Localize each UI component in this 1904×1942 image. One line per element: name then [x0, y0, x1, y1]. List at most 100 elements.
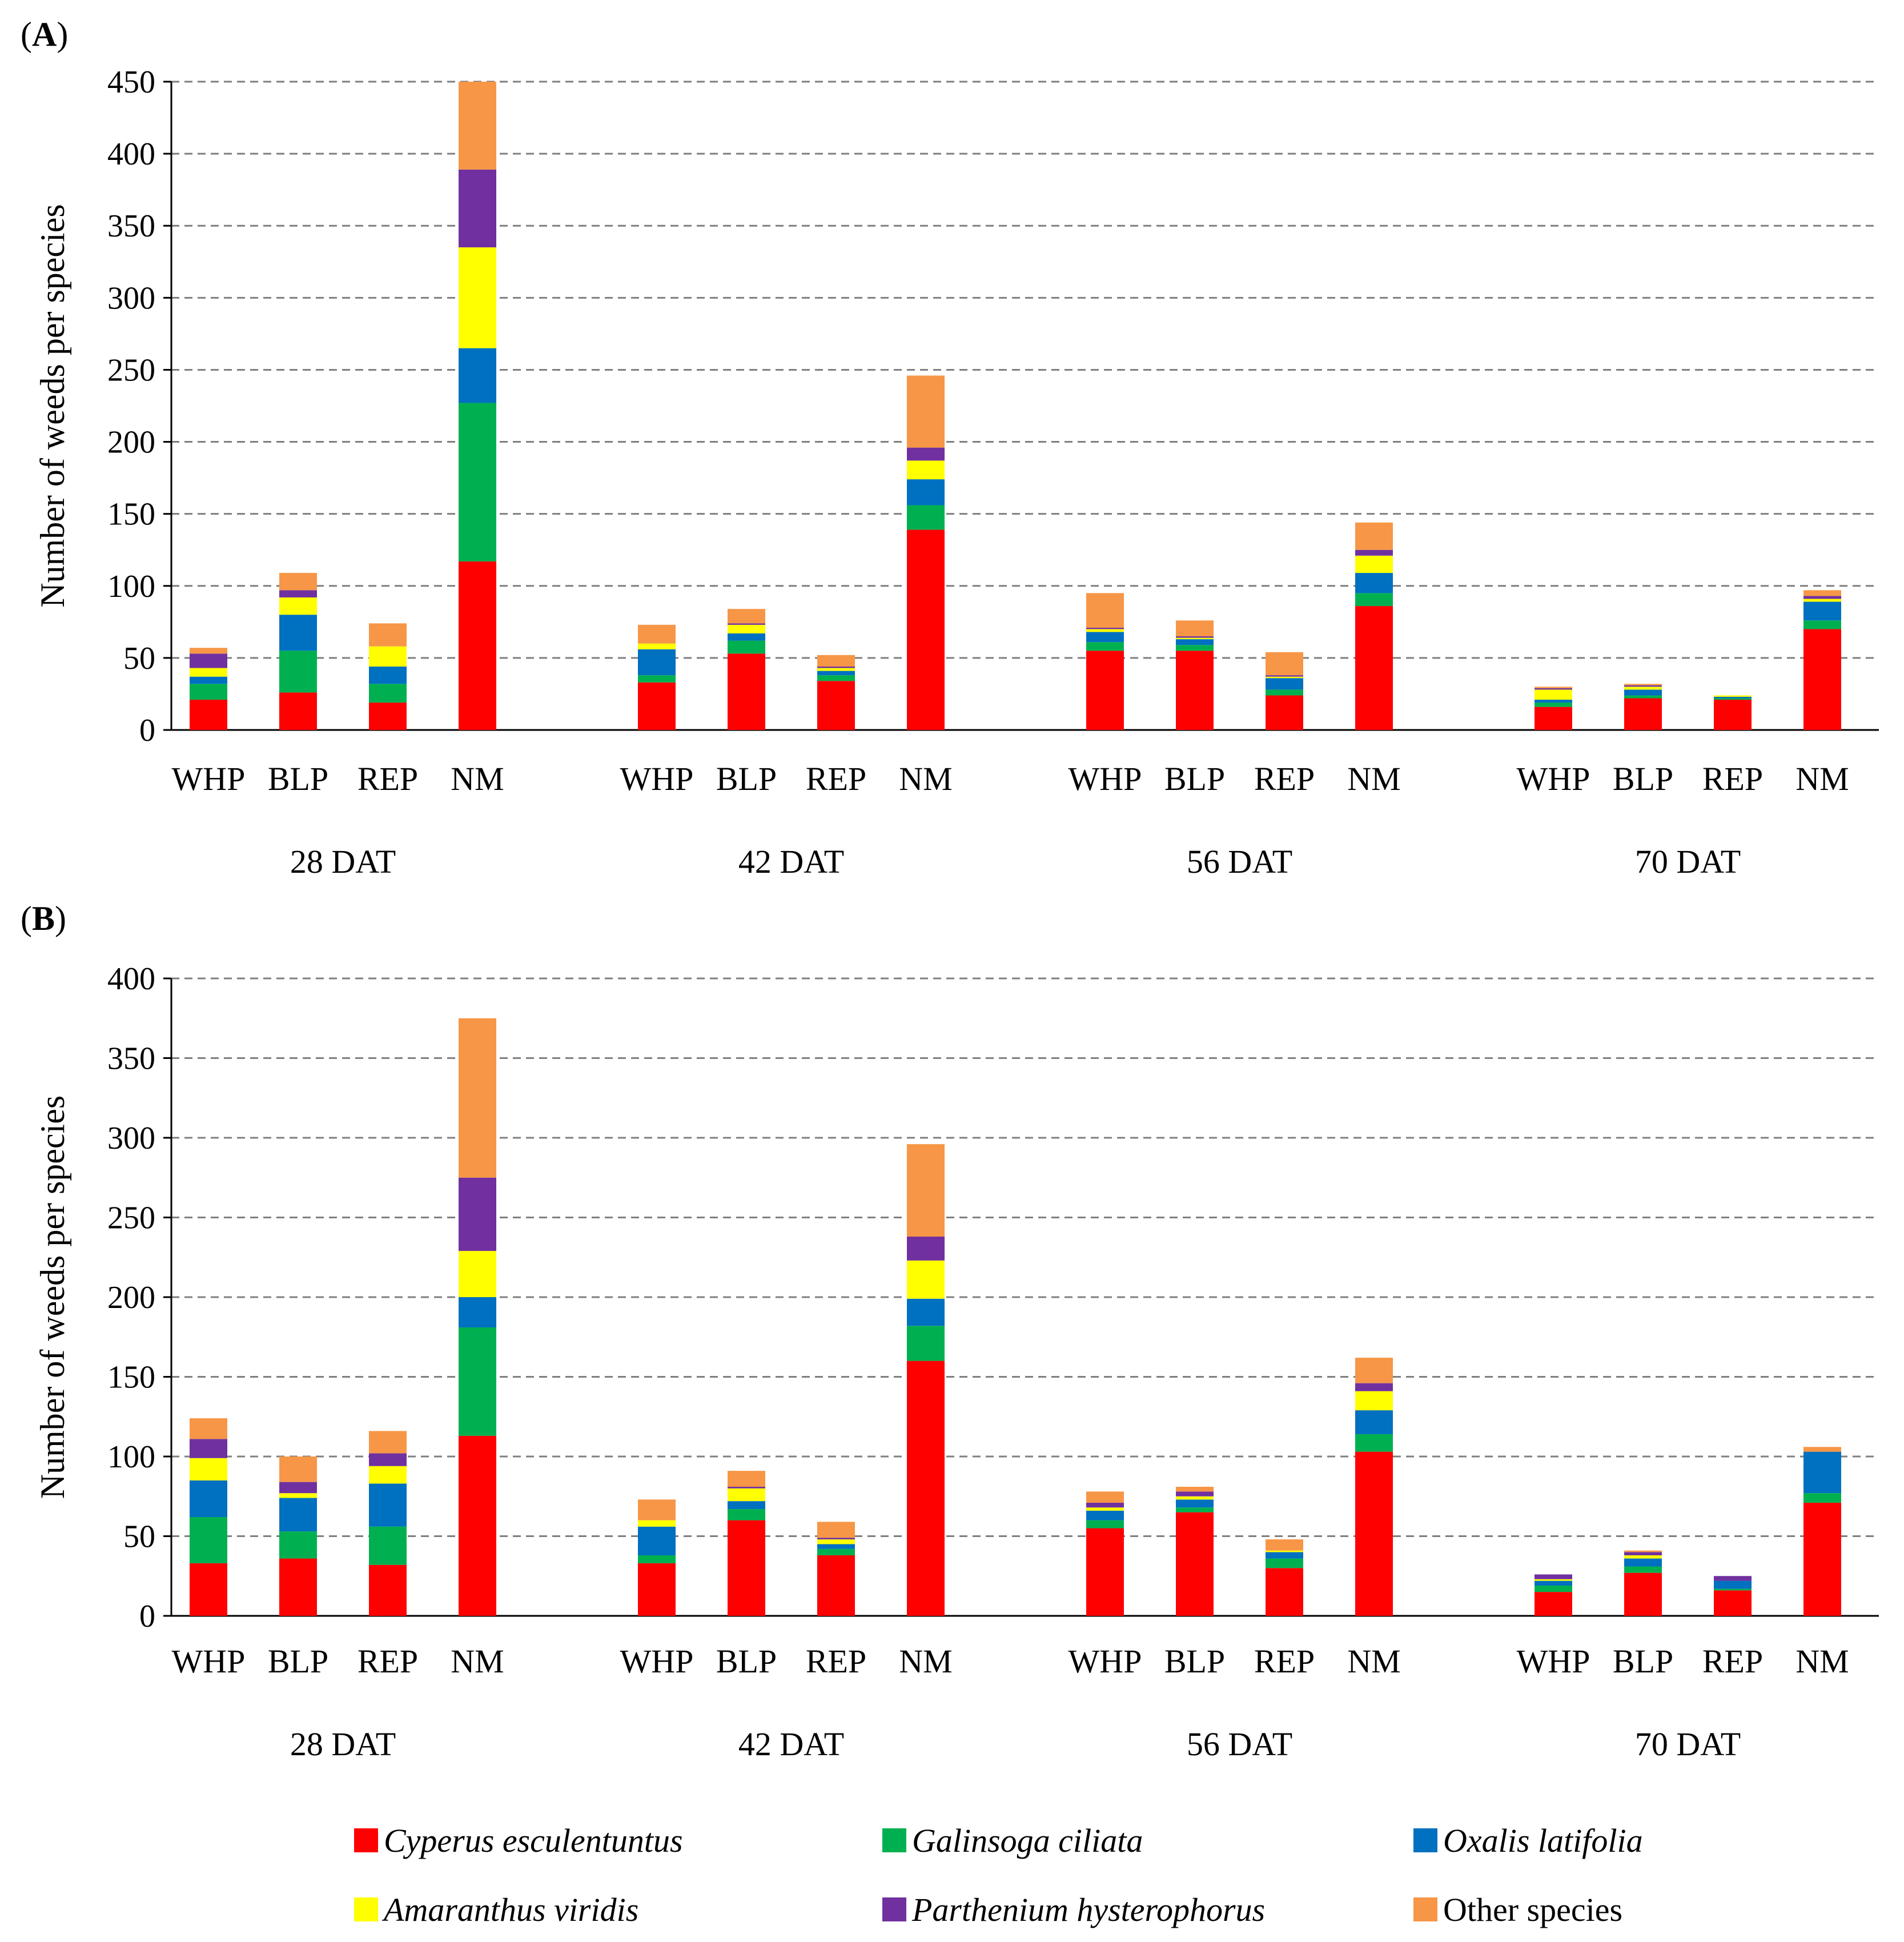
bar-segment-56dat-whp-s2 [1086, 1520, 1124, 1528]
bar-segment-28dat-whp-s5 [190, 1439, 227, 1458]
bar-segment-42dat-rep-s2 [817, 675, 855, 681]
bar-segment-70dat-nm-s1 [1803, 629, 1841, 730]
bar-segment-28dat-whp-s5 [190, 653, 227, 668]
x-category-label: REP [1702, 760, 1763, 797]
bar-segment-70dat-whp-s2 [1535, 703, 1572, 707]
legend-label: Other species [1443, 1891, 1622, 1928]
bar-segment-70dat-whp-s1 [1535, 1592, 1572, 1616]
bar-segment-42dat-whp-s1 [638, 682, 676, 730]
bar-segment-28dat-blp-s4 [279, 597, 317, 615]
x-category-label: REP [806, 1643, 866, 1680]
bar-segment-70dat-nm-s3 [1803, 1451, 1841, 1494]
bar-segment-42dat-whp-s3 [638, 649, 676, 676]
y-tick-label: 250 [107, 352, 155, 388]
y-tick-label: 50 [123, 1519, 155, 1555]
bar-segment-70dat-whp-s3 [1535, 1580, 1572, 1586]
y-tick-label: 300 [107, 1121, 155, 1156]
bar-segment-28dat-nm-s1 [459, 1435, 496, 1616]
bar-segment-70dat-blp-s2 [1624, 1566, 1662, 1573]
bar-segment-42dat-nm-s4 [907, 1260, 945, 1299]
bar-segment-42dat-rep-s4 [817, 1539, 855, 1544]
bar-segment-70dat-blp-s2 [1624, 695, 1662, 699]
bar-segment-56dat-blp-s4 [1176, 1496, 1214, 1500]
bar-segment-28dat-nm-s1 [459, 561, 496, 730]
bar-segment-28dat-rep-s2 [369, 1526, 407, 1565]
y-axis-label: Number of weeds per species [34, 204, 71, 607]
bar-segment-56dat-whp-s4 [1086, 1507, 1124, 1511]
bar-segment-28dat-blp-s3 [279, 1498, 317, 1532]
x-category-label: NM [451, 760, 504, 797]
x-category-label: WHP [620, 760, 694, 797]
y-tick-label: 0 [139, 1599, 155, 1634]
bar-segment-70dat-nm-s2 [1803, 1493, 1841, 1503]
y-tick-label: 0 [139, 713, 155, 748]
bar-segment-70dat-rep-s3 [1714, 696, 1752, 699]
x-category-label: NM [1795, 1643, 1849, 1680]
y-tick-label: 450 [107, 65, 155, 100]
bar-segment-56dat-blp-s3 [1176, 639, 1214, 645]
legend-swatch [1413, 1828, 1437, 1852]
bar-segment-70dat-rep-s4 [1714, 695, 1752, 697]
y-tick-label: 350 [107, 1041, 155, 1077]
x-category-label: BLP [1613, 760, 1673, 797]
bar-segment-42dat-nm-s2 [907, 1326, 945, 1361]
bar-segment-42dat-rep-s2 [817, 1548, 855, 1555]
bar-segment-28dat-whp-s6 [190, 1418, 227, 1439]
bar-segment-42dat-nm-s1 [907, 529, 945, 730]
bar-segment-70dat-rep-s5 [1714, 1576, 1752, 1581]
bar-segment-56dat-rep-s4 [1266, 1550, 1303, 1552]
bar-segment-70dat-nm-s4 [1803, 599, 1841, 602]
bar-segment-56dat-nm-s5 [1355, 1383, 1393, 1391]
bar-segment-28dat-nm-s4 [459, 247, 496, 348]
bar-segment-70dat-nm-s3 [1803, 601, 1841, 621]
x-category-label: BLP [1613, 1643, 1673, 1680]
bar-segment-70dat-whp-s1 [1535, 707, 1572, 730]
bar-segment-56dat-nm-s3 [1355, 1410, 1393, 1434]
bar-segment-56dat-rep-s1 [1266, 695, 1303, 730]
x-category-label: BLP [716, 1643, 777, 1680]
bar-segment-28dat-nm-s2 [459, 1327, 496, 1436]
bar-segment-28dat-rep-s2 [369, 684, 407, 703]
bar-segment-28dat-rep-s3 [369, 667, 407, 684]
bar-segment-28dat-nm-s5 [459, 169, 496, 248]
bar-segment-28dat-whp-s4 [190, 668, 227, 677]
bar-segment-56dat-nm-s5 [1355, 549, 1393, 556]
bar-segment-42dat-nm-s2 [907, 505, 945, 530]
bar-segment-56dat-blp-s5 [1176, 1491, 1214, 1496]
bar-segment-56dat-blp-s2 [1176, 645, 1214, 651]
bar-segment-70dat-whp-s6 [1535, 687, 1572, 688]
bar-segment-28dat-rep-s1 [369, 1564, 407, 1616]
bar-segment-28dat-whp-s1 [190, 700, 227, 730]
x-category-label: REP [1702, 1643, 1763, 1680]
bar-segment-28dat-rep-s4 [369, 646, 407, 667]
x-group-label: 42 DAT [738, 1726, 844, 1763]
bar-segment-56dat-rep-s6 [1266, 652, 1303, 676]
legend-swatch [354, 1828, 378, 1852]
bar-segment-42dat-whp-s4 [638, 643, 676, 649]
bar-segment-56dat-rep-s5 [1266, 675, 1303, 677]
x-category-label: WHP [1517, 1643, 1590, 1680]
bar-segment-70dat-whp-s4 [1535, 689, 1572, 700]
bar-segment-56dat-rep-s2 [1266, 689, 1303, 696]
bar-segment-42dat-whp-s2 [638, 675, 676, 683]
bar-segment-56dat-blp-s6 [1176, 620, 1214, 637]
y-tick-label: 250 [107, 1201, 155, 1236]
bar-segment-28dat-nm-s5 [459, 1177, 496, 1251]
bar-segment-28dat-nm-s6 [459, 1018, 496, 1178]
bar-segment-42dat-blp-s6 [728, 609, 765, 624]
bar-segment-28dat-rep-s4 [369, 1466, 407, 1484]
bar-segment-70dat-nm-s5 [1803, 596, 1841, 599]
bar-segment-56dat-rep-s2 [1266, 1558, 1303, 1568]
bar-segment-42dat-nm-s6 [907, 1144, 945, 1237]
bar-segment-56dat-rep-s3 [1266, 678, 1303, 690]
bar-segment-42dat-whp-s6 [638, 1499, 676, 1520]
bar-segment-42dat-rep-s6 [817, 655, 855, 667]
bar-segment-28dat-blp-s6 [279, 573, 317, 591]
bar-segment-28dat-blp-s6 [279, 1456, 317, 1482]
x-category-label: WHP [172, 760, 246, 797]
bar-segment-42dat-nm-s5 [907, 447, 945, 461]
bar-segment-42dat-whp-s1 [638, 1563, 676, 1616]
bar-segment-70dat-rep-s3 [1714, 1580, 1752, 1589]
panel-label: (A) [21, 15, 68, 53]
bar-segment-70dat-blp-s4 [1624, 687, 1662, 690]
